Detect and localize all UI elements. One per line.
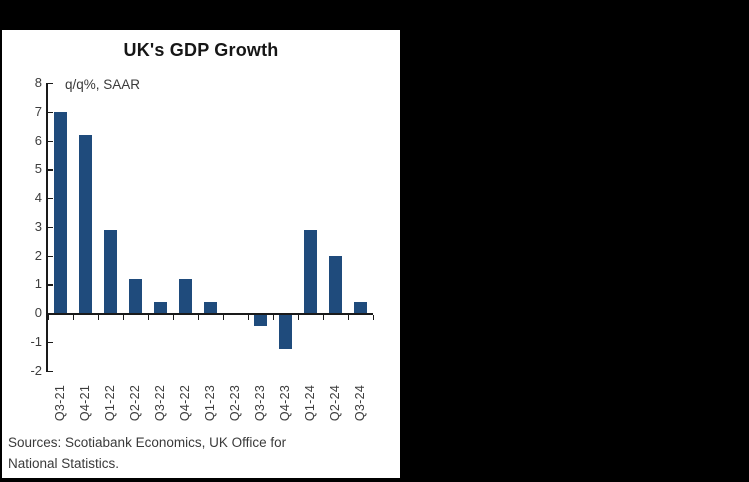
bar [329, 255, 342, 315]
x-axis-tick [72, 314, 74, 320]
x-tick-label-text: Q3-23 [253, 384, 268, 422]
x-axis-tick [172, 314, 174, 320]
y-tick-label: 0 [34, 305, 42, 320]
x-axis-tick [297, 314, 299, 320]
y-tick-label: 4 [34, 190, 42, 205]
x-axis-line [46, 313, 373, 315]
x-tick-label: Q4-22 [177, 376, 195, 430]
x-tick-label: Q1-22 [102, 376, 120, 430]
bar [154, 301, 167, 315]
x-tick-label-text: Q2-23 [228, 384, 243, 422]
x-tick-label-text: Q4-23 [278, 384, 293, 422]
x-tick-label-text: Q4-22 [178, 384, 193, 422]
x-tick-label-text: Q3-24 [353, 384, 368, 422]
y-axis-tick [47, 169, 53, 171]
x-axis-tick [272, 314, 274, 320]
x-tick-label-text: Q2-22 [128, 384, 143, 422]
x-tick-label: Q1-24 [302, 376, 320, 430]
y-tick-label: 5 [34, 161, 42, 177]
x-tick-label-text: Q1-24 [303, 384, 318, 422]
x-tick-label-text: Q1-22 [103, 384, 118, 422]
y-axis-tick [47, 226, 53, 229]
x-tick-label: Q2-23 [227, 376, 245, 430]
y-tick-label: 7 [34, 103, 42, 119]
y-axis-tick [47, 140, 53, 142]
bar [179, 278, 192, 315]
bar [129, 278, 142, 315]
x-tick-label: Q2-22 [127, 376, 145, 430]
y-tick-label: -1 [30, 333, 42, 349]
x-tick-label: Q3-22 [152, 376, 170, 430]
x-axis-tick [347, 314, 349, 320]
y-axis-tick [47, 284, 53, 286]
y-tick-label: 2 [34, 247, 42, 263]
x-tick-label-text: Q3-22 [153, 384, 168, 422]
y-axis-tick [47, 111, 53, 114]
bar [79, 134, 92, 315]
bar [279, 314, 292, 349]
chart-panel: UK's GDP Growth 8 7 6 5 4 3 2 1 0 -1 -2 Q3-21 Q4-21 Q… [2, 30, 400, 478]
x-axis-tick [147, 314, 149, 320]
x-axis-tick [197, 314, 199, 320]
plot-area: 8 7 6 5 4 3 2 1 0 -1 -2 Q3-21 Q4-21 Q1-22 Q2-22 Q3-22 Q4… [2, 30, 400, 478]
bar [54, 111, 67, 315]
y-tick-label: -2 [30, 362, 42, 378]
y-tick-label: 6 [34, 132, 42, 148]
x-axis-tick [322, 314, 324, 320]
y-axis-tick [47, 370, 53, 372]
x-axis-tick [122, 314, 124, 320]
sources-line-1: Sources: Scotiabank Economics, UK Office… [8, 435, 287, 450]
x-tick-label: Q1-23 [202, 376, 220, 430]
x-tick-label: Q4-21 [77, 376, 95, 430]
x-tick-label: Q4-23 [277, 376, 295, 430]
y-axis-tick [47, 255, 53, 257]
units-annotation: q/q%, SAAR [65, 77, 141, 92]
y-tick-label: 3 [34, 218, 42, 234]
x-tick-label: Q3-24 [352, 376, 370, 430]
x-tick-label-text: Q2-24 [328, 384, 343, 422]
bar [104, 229, 117, 315]
x-tick-label: Q2-24 [327, 376, 345, 430]
chart-title: UK's GDP Growth [123, 40, 279, 60]
x-tick-label-text: Q3-21 [53, 384, 68, 422]
x-axis-tick [372, 314, 374, 320]
bar [204, 301, 217, 315]
x-axis-tick [47, 314, 49, 320]
x-axis-tick [247, 314, 249, 320]
x-tick-label: Q3-23 [252, 376, 270, 430]
sources-text: Sources: Scotiabank Economics, UK Office… [8, 432, 388, 474]
x-axis-tick [222, 314, 224, 320]
y-axis-tick [47, 198, 53, 200]
bar [254, 314, 267, 326]
y-axis-tick [47, 83, 53, 85]
y-tick-label: 1 [34, 276, 42, 292]
x-axis-tick [97, 314, 99, 320]
x-tick-label-text: Q4-21 [78, 384, 93, 422]
x-tick-label-text: Q1-23 [203, 384, 218, 422]
sources-line-2: National Statistics. [8, 456, 120, 471]
bar [304, 229, 317, 315]
bar [354, 301, 367, 315]
y-axis-tick [47, 341, 53, 344]
y-tick-label: 8 [34, 75, 42, 90]
x-tick-label: Q3-21 [52, 376, 70, 430]
y-axis-line [46, 83, 48, 372]
